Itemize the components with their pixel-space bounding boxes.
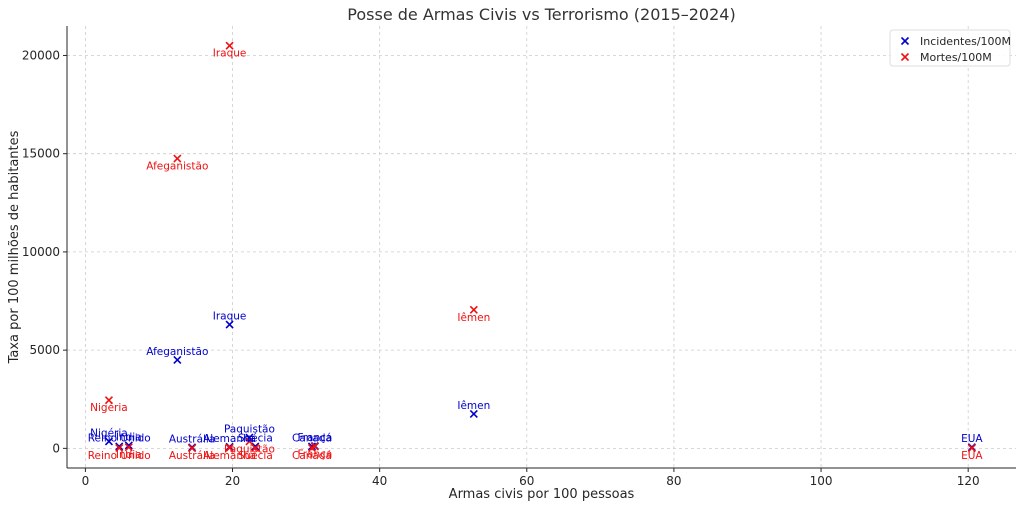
marker-stroke <box>469 409 478 419</box>
point-deaths <box>225 443 234 452</box>
point-deaths <box>245 437 254 446</box>
y-tick-label: 15000 <box>22 147 60 161</box>
y-tick-label: 20000 <box>22 48 60 62</box>
point-label: Paquistão <box>224 443 275 455</box>
marker-stroke <box>967 443 976 453</box>
point-incidents <box>104 437 113 446</box>
point-label: Afeganistão <box>146 346 208 358</box>
x-tick-label: 100 <box>810 474 833 488</box>
point-label: Nigéria <box>90 402 128 414</box>
point-deaths <box>104 396 113 405</box>
point-deaths <box>310 442 319 451</box>
point-label: França <box>297 449 332 461</box>
point-label: Índia <box>116 430 142 443</box>
marker-stroke <box>173 355 182 365</box>
y-axis-label: Taxa por 100 milhões de habitantes <box>7 130 22 364</box>
marker-stroke <box>245 437 254 446</box>
marker-stroke <box>124 443 133 452</box>
marker-stroke <box>187 444 197 453</box>
axes <box>66 26 1016 469</box>
point-label: Canadá <box>292 432 332 444</box>
point-label: Afeganistão <box>146 161 208 173</box>
marker-stroke <box>310 442 319 451</box>
x-axis-label: Armas civis por 100 pessoas <box>449 487 635 502</box>
legend-marker <box>900 36 910 46</box>
point-label: Austrália <box>169 450 215 462</box>
point-label: Suécia <box>238 432 273 444</box>
marker-stroke <box>225 320 234 329</box>
point-label: Iraque <box>213 311 247 323</box>
point-label: França <box>297 432 332 444</box>
point-deaths <box>225 41 234 50</box>
point-label: Nigéria <box>90 427 128 439</box>
point-incidents <box>124 441 133 450</box>
marker-stroke <box>469 305 478 314</box>
point-deaths <box>187 444 197 453</box>
point-deaths <box>469 305 478 314</box>
legend: Incidentes/100M Mortes/100M <box>889 29 1011 67</box>
point-label: Índia <box>116 448 142 461</box>
point-incidents <box>225 320 234 329</box>
legend-marker <box>900 52 910 62</box>
point-label: Alemanha <box>203 433 256 445</box>
point-incidents <box>173 355 182 365</box>
point-incidents <box>115 442 124 451</box>
y-tick-label: 0 <box>52 441 60 455</box>
point-deaths <box>124 443 133 452</box>
point-incidents <box>307 442 317 451</box>
point-deaths <box>251 443 260 453</box>
grid <box>67 26 1016 468</box>
x-tick-label: 40 <box>372 474 387 488</box>
point-label: Suécia <box>238 450 273 462</box>
data-points <box>104 41 976 453</box>
marker-stroke <box>900 36 910 46</box>
point-label: Austrália <box>169 433 215 445</box>
point-label: Reino Unido <box>88 450 151 462</box>
marker-stroke <box>124 441 133 450</box>
point-incidents <box>469 409 478 419</box>
marker-stroke <box>225 443 234 452</box>
legend-box <box>889 29 1011 67</box>
marker-stroke <box>251 442 260 451</box>
x-tick-label: 0 <box>82 474 90 488</box>
point-label: Iêmen <box>457 312 490 324</box>
point-label: EUA <box>961 450 983 462</box>
point-label: EUA <box>961 433 983 445</box>
marker-stroke <box>173 154 182 163</box>
marker-stroke <box>115 443 124 453</box>
point-deaths <box>967 443 976 453</box>
y-tick-label: 10000 <box>22 245 60 259</box>
marker-stroke <box>225 41 234 50</box>
marker-stroke <box>900 52 910 62</box>
point-deaths <box>115 443 124 453</box>
marker-stroke <box>307 442 317 451</box>
legend-entry-label: Mortes/100M <box>920 51 992 64</box>
x-tick-label: 60 <box>519 474 534 488</box>
marker-stroke <box>115 442 124 451</box>
point-label: Canadá <box>292 450 332 462</box>
x-tick-label: 120 <box>957 474 980 488</box>
chart-title: Posse de Armas Civis vs Terrorismo (2015… <box>347 5 735 24</box>
point-label: Reino Unido <box>88 432 151 444</box>
x-tick-label: 80 <box>666 474 681 488</box>
marker-stroke <box>104 437 113 446</box>
marker-stroke <box>104 396 113 405</box>
legend-entry-label: Incidentes/100M <box>920 35 1011 48</box>
point-deaths <box>173 154 182 163</box>
y-tick-label: 5000 <box>29 343 60 357</box>
marker-stroke <box>251 443 260 453</box>
point-label: Iêmen <box>457 400 490 412</box>
point-label: Alemanha <box>203 450 256 462</box>
point-label: Paquistão <box>224 424 275 436</box>
x-tick-label: 20 <box>225 474 240 488</box>
ticks: 0 20 40 60 80 100 120 0 5000 10000 15000 20000 <box>22 48 980 488</box>
point-label: Iraque <box>213 48 247 60</box>
